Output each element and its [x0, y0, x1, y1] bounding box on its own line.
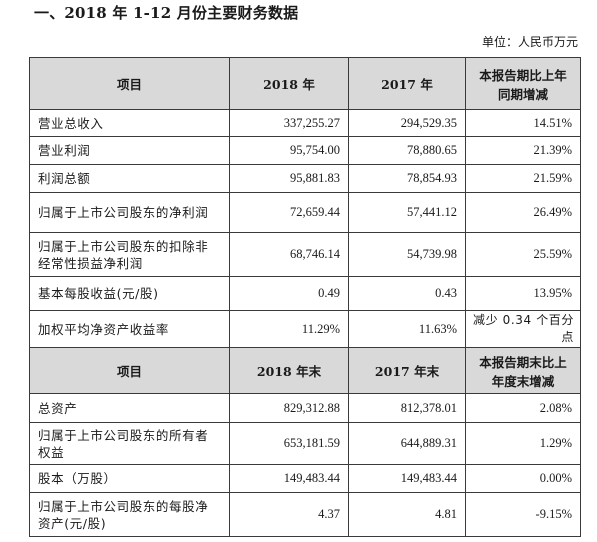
row-value-2018: 68,746.14	[229, 232, 349, 277]
row-value-2018: 149,483.44	[229, 464, 349, 493]
row-item: 营业利润	[29, 136, 230, 165]
row-value-2017: 4.81	[348, 492, 466, 537]
row-value-2017: 54,739.98	[348, 232, 466, 277]
table-row: 总资产 829,312.88 812,378.01 2.08%	[29, 393, 581, 423]
table-row: 营业总收入 337,255.27 294,529.35 14.51%	[29, 109, 581, 137]
row-change: 13.95%	[465, 276, 581, 311]
row-item: 总资产	[29, 393, 230, 423]
row-item: 归属于上市公司股东的净利润	[29, 192, 230, 233]
row-value-2018: 337,255.27	[229, 109, 349, 137]
row-change: 0.00%	[465, 464, 581, 493]
table-row: 营业利润 95,754.00 78,880.65 21.39%	[29, 136, 581, 165]
row-value-2017: 78,854.93	[348, 164, 466, 193]
table-row: 归属于上市公司股东的扣除非经常性损益净利润 68,746.14 54,739.9…	[29, 232, 581, 277]
row-value-2017: 57,441.12	[348, 192, 466, 233]
row-value-2017: 644,889.31	[348, 422, 466, 465]
row-value-2017: 294,529.35	[348, 109, 466, 137]
row-item: 加权平均净资产收益率	[29, 310, 230, 348]
row-item: 归属于上市公司股东的每股净资产(元/股)	[29, 492, 230, 537]
table-row: 归属于上市公司股东的每股净资产(元/股) 4.37 4.81 -9.15%	[29, 492, 581, 537]
row-item: 基本每股收益(元/股)	[29, 276, 230, 311]
row-value-2017: 0.43	[348, 276, 466, 311]
unit-label: 单位：人民币万元	[481, 35, 578, 49]
page-title: 一、2018 年 1-12 月份主要财务数据	[34, 4, 299, 22]
row-change: 25.59%	[465, 232, 581, 277]
row-value-2018: 829,312.88	[229, 393, 349, 423]
table-header-row: 项目 2018 年末 2017 年末 本报告期末比上年度末增减	[29, 347, 581, 394]
row-value-2018: 0.49	[229, 276, 349, 311]
table-row: 归属于上市公司股东的净利润 72,659.44 57,441.12 26.49%	[29, 192, 581, 233]
row-item: 利润总额	[29, 164, 230, 193]
header-2018: 2018 年	[229, 57, 349, 110]
row-value-2017: 149,483.44	[348, 464, 466, 493]
row-change: 1.29%	[465, 422, 581, 465]
row-value-2017: 11.63%	[348, 310, 466, 348]
table-row: 基本每股收益(元/股) 0.49 0.43 13.95%	[29, 276, 581, 311]
row-value-2018: 95,754.00	[229, 136, 349, 165]
row-change: 21.39%	[465, 136, 581, 165]
table-header-row: 项目 2018 年 2017 年 本报告期比上年同期增减	[29, 57, 581, 110]
row-item: 归属于上市公司股东的扣除非经常性损益净利润	[29, 232, 230, 277]
row-change: 21.59%	[465, 164, 581, 193]
row-change: -9.15%	[465, 492, 581, 537]
table-row: 加权平均净资产收益率 11.29% 11.63% 减少 0.34 个百分点	[29, 310, 581, 348]
table-row: 利润总额 95,881.83 78,854.93 21.59%	[29, 164, 581, 193]
row-value-2018: 95,881.83	[229, 164, 349, 193]
header-item: 项目	[29, 57, 230, 110]
header-item: 项目	[29, 347, 230, 394]
row-item: 营业总收入	[29, 109, 230, 137]
row-item: 股本（万股）	[29, 464, 230, 493]
table-row: 股本（万股） 149,483.44 149,483.44 0.00%	[29, 464, 581, 493]
row-change: 减少 0.34 个百分点	[465, 310, 581, 348]
row-value-2018: 653,181.59	[229, 422, 349, 465]
header-2017: 2017 年	[348, 57, 466, 110]
row-change: 2.08%	[465, 393, 581, 423]
row-value-2018: 4.37	[229, 492, 349, 537]
row-value-2018: 11.29%	[229, 310, 349, 348]
header-change: 本报告期比上年同期增减	[465, 57, 581, 110]
header-change: 本报告期末比上年度末增减	[465, 347, 581, 394]
row-change: 26.49%	[465, 192, 581, 233]
row-item: 归属于上市公司股东的所有者权益	[29, 422, 230, 465]
row-value-2018: 72,659.44	[229, 192, 349, 233]
row-value-2017: 812,378.01	[348, 393, 466, 423]
header-2018-end: 2018 年末	[229, 347, 349, 394]
table-row: 归属于上市公司股东的所有者权益 653,181.59 644,889.31 1.…	[29, 422, 581, 465]
row-change: 14.51%	[465, 109, 581, 137]
header-2017-end: 2017 年末	[348, 347, 466, 394]
row-value-2017: 78,880.65	[348, 136, 466, 165]
financial-data-table: 项目 2018 年 2017 年 本报告期比上年同期增减 营业总收入 337,2…	[29, 57, 581, 537]
